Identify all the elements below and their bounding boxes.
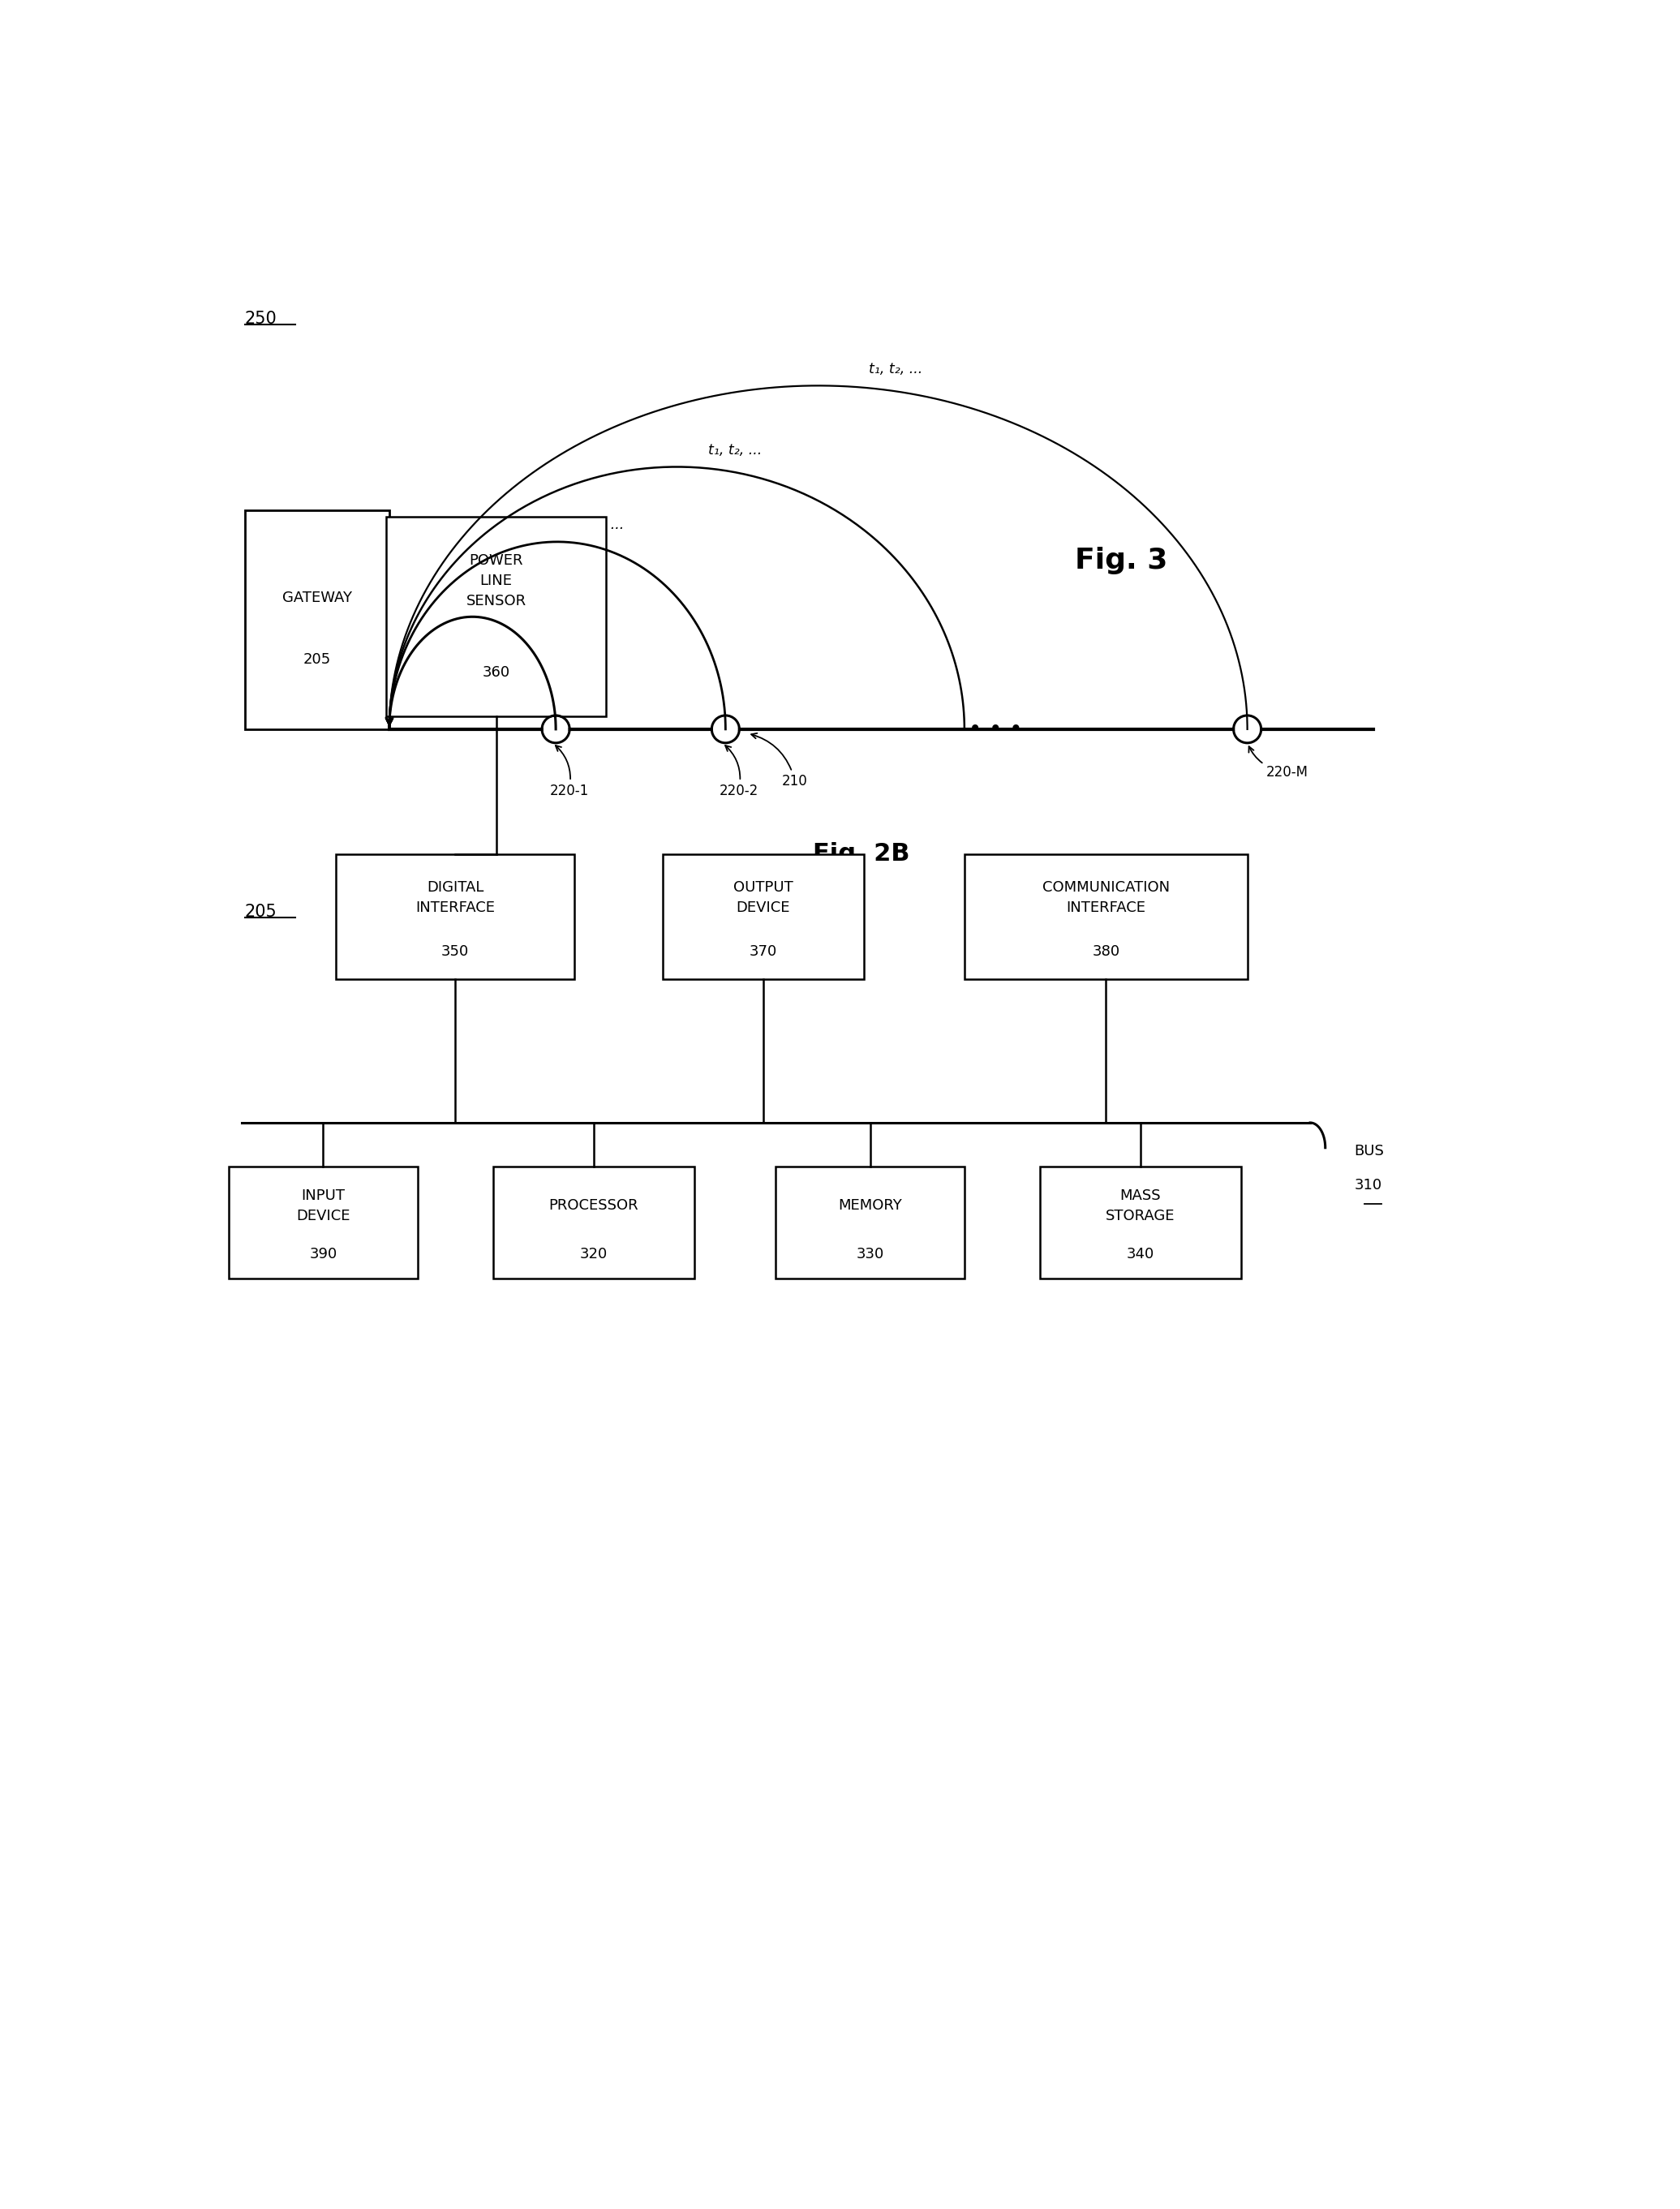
Text: MEMORY: MEMORY <box>838 1199 902 1213</box>
Text: GATEWAY: GATEWAY <box>282 590 351 605</box>
Bar <box>1040 1166 1242 1279</box>
Text: POWER
LINE
SENSOR: POWER LINE SENSOR <box>465 552 526 607</box>
Text: 205: 205 <box>302 652 331 667</box>
Text: 340: 340 <box>1127 1246 1154 1261</box>
Text: 220-2: 220-2 <box>719 744 758 797</box>
Text: 310: 310 <box>1354 1177 1383 1193</box>
Text: t₁, t₂, ...: t₁, t₂, ... <box>869 362 922 376</box>
Text: 250: 250 <box>245 311 277 327</box>
Text: 210: 210 <box>751 733 808 789</box>
Bar <box>336 855 575 979</box>
Bar <box>662 855 864 979</box>
Text: 360: 360 <box>482 665 511 680</box>
Text: t₁, t₂, ...: t₁, t₂, ... <box>570 517 623 532</box>
Text: • • •: • • • <box>969 718 1023 740</box>
Text: 370: 370 <box>749 943 778 959</box>
Text: DIGITAL
INTERFACE: DIGITAL INTERFACE <box>415 881 496 915</box>
Text: INPUT
DEVICE: INPUT DEVICE <box>296 1188 349 1224</box>
Text: 350: 350 <box>442 943 469 959</box>
Bar <box>386 517 606 716</box>
Text: Fig. 3: Fig. 3 <box>1075 548 1168 574</box>
Text: COMMUNICATION
INTERFACE: COMMUNICATION INTERFACE <box>1042 881 1169 915</box>
Text: 330: 330 <box>857 1246 884 1261</box>
Circle shape <box>1235 718 1260 740</box>
Text: t₁, t₂, ...: t₁, t₂, ... <box>709 442 763 457</box>
Text: BUS: BUS <box>1354 1144 1384 1158</box>
Text: 220-M: 220-M <box>1248 747 1309 780</box>
Bar <box>492 1166 694 1279</box>
Text: 390: 390 <box>309 1246 338 1261</box>
Circle shape <box>544 718 568 740</box>
Text: Fig. 2B: Fig. 2B <box>813 842 909 866</box>
Text: PROCESSOR: PROCESSOR <box>549 1199 638 1213</box>
Text: MASS
STORAGE: MASS STORAGE <box>1105 1188 1174 1224</box>
Bar <box>776 1166 964 1279</box>
Text: 220-1: 220-1 <box>549 744 588 797</box>
Bar <box>964 855 1247 979</box>
Text: 205: 205 <box>245 903 277 921</box>
Circle shape <box>714 718 738 740</box>
Text: OUTPUT
DEVICE: OUTPUT DEVICE <box>734 881 793 915</box>
Text: 320: 320 <box>580 1246 608 1261</box>
Text: 380: 380 <box>1092 943 1119 959</box>
Bar <box>228 1166 417 1279</box>
Text: t₁, t₂, ...: t₁, t₂, ... <box>472 592 526 607</box>
Bar <box>245 510 390 729</box>
